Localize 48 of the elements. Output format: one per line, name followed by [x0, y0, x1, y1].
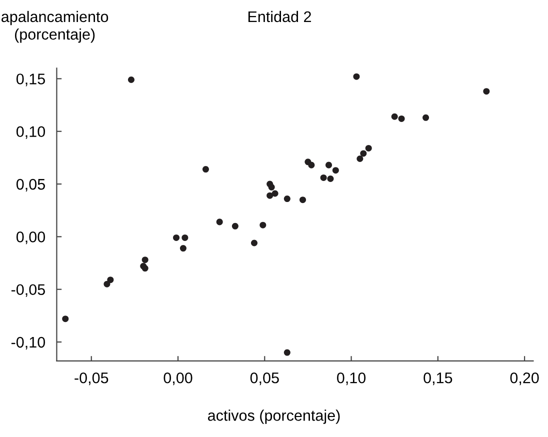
point — [128, 76, 134, 84]
point — [391, 113, 398, 120]
y-axis-title: apalancamiento (porcentaje) — [2, 10, 108, 43]
point — [483, 88, 490, 95]
point — [104, 280, 110, 288]
x-tick-label: 0,00 — [164, 372, 192, 386]
point — [325, 162, 332, 168]
point — [180, 245, 186, 252]
point — [356, 155, 364, 162]
y-tick-label: 0,15 — [16, 74, 45, 86]
point — [320, 174, 327, 181]
point — [284, 349, 290, 356]
point — [182, 234, 188, 241]
point — [266, 192, 274, 199]
point — [173, 234, 180, 241]
point — [142, 256, 148, 264]
y-tick-label: 0,05 — [16, 178, 45, 192]
point — [308, 162, 315, 168]
y-tick-label: -0,10 — [11, 336, 46, 350]
point — [327, 176, 334, 182]
point — [260, 222, 266, 228]
point — [398, 115, 405, 122]
point — [216, 218, 223, 226]
x-tick-label: 0,05 — [250, 372, 279, 386]
point — [360, 150, 367, 157]
y-tick-label: -0,05 — [11, 284, 45, 297]
point — [353, 73, 360, 80]
x-axis-title: activos (porcentaje) — [208, 410, 340, 424]
x-tick-label: -0,05 — [74, 372, 108, 386]
point — [232, 222, 238, 230]
point — [365, 144, 372, 152]
point — [272, 190, 278, 197]
y-tick-label: 0,00 — [16, 232, 46, 244]
x-tick-label: 0,15 — [424, 372, 452, 386]
point — [332, 167, 339, 174]
point — [62, 316, 69, 322]
point — [284, 196, 290, 202]
x-tick-label: 0,10 — [337, 372, 366, 386]
x-tick-label: 0,20 — [510, 372, 539, 386]
point — [300, 196, 306, 204]
chart-title: Entidad 2 — [248, 10, 311, 22]
y-tick-label: 0,10 — [16, 126, 46, 139]
point — [250, 240, 258, 246]
point — [202, 166, 209, 173]
point — [268, 184, 275, 190]
point — [107, 276, 114, 284]
point — [422, 114, 430, 121]
point — [142, 265, 148, 272]
